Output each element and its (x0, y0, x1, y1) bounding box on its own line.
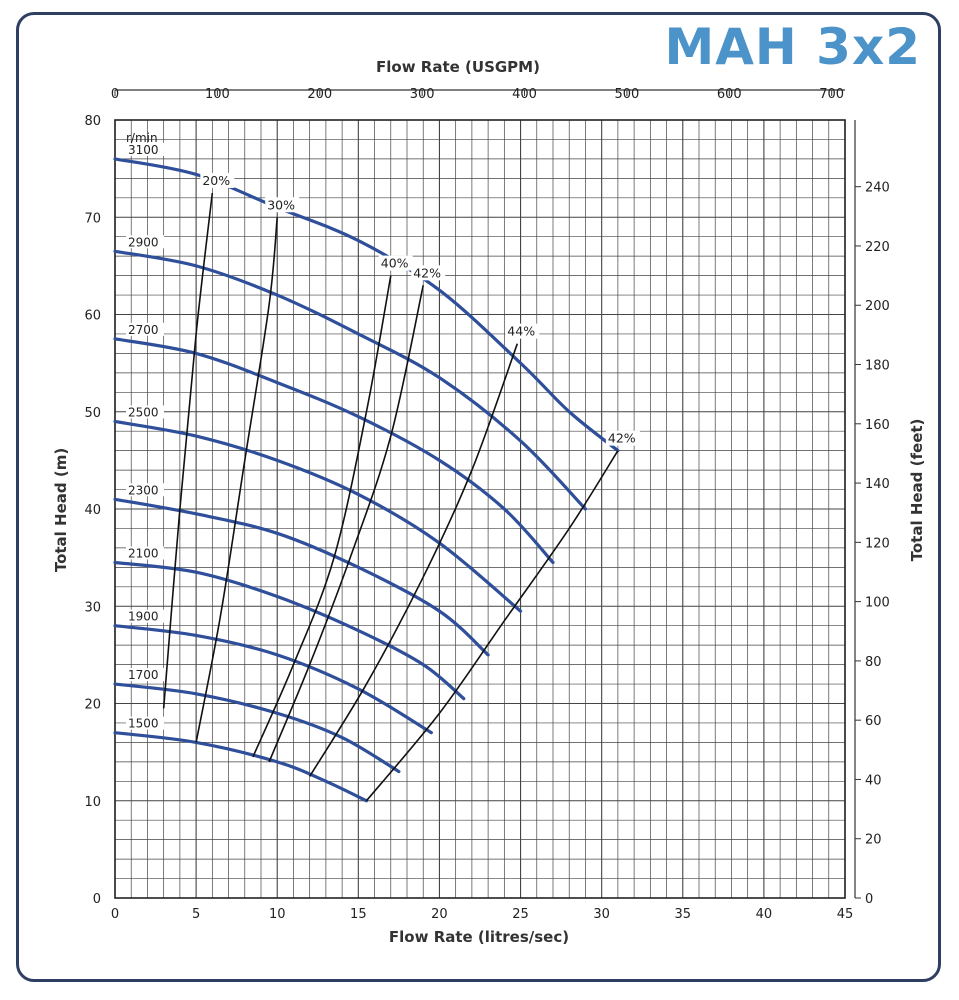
x-axis-title: Flow Rate (litres/sec) (389, 928, 569, 946)
y-tick-label: 60 (84, 309, 101, 324)
y-tick-label: 40 (84, 503, 101, 518)
speed-label-bg (126, 483, 164, 497)
y2-tick-label: 0 (865, 892, 873, 907)
speed-label-1900: 1900 (128, 610, 159, 624)
speed-curves (113, 157, 620, 803)
y-tick-label: 30 (84, 600, 101, 615)
speed-label-bg (126, 609, 164, 623)
efficiency-label: 42% (608, 431, 636, 446)
y2-tick-label: 60 (865, 714, 882, 729)
speed-curve-2500 (113, 419, 523, 613)
efficiency-lines (162, 192, 619, 802)
y-tick-label: 50 (84, 406, 101, 421)
speed-label-2500: 2500 (128, 405, 159, 419)
brand-title: MAH 3x2 (664, 18, 921, 76)
speed-unit-label: r/min (126, 131, 158, 145)
x-tick-label: 15 (350, 907, 367, 922)
efficiency-label-bg (200, 172, 235, 188)
speed-curve-2900 (113, 249, 588, 511)
y2-tick-label: 180 (865, 359, 890, 374)
speed-curve-2300 (113, 497, 490, 657)
y-tick-label: 20 (84, 698, 101, 713)
x-tick-label: 35 (675, 907, 692, 922)
efficiency-line-2 (252, 275, 392, 758)
grid (114, 119, 846, 899)
x2-axis-title: Flow Rate (USGPM) (376, 58, 540, 76)
x2-tick-label: 0 (111, 87, 119, 102)
x-tick-label: 10 (269, 907, 286, 922)
speed-label-3100: 3100 (128, 143, 159, 157)
y2-tick-label: 100 (865, 596, 890, 611)
speed-curve-3100 (113, 157, 620, 453)
x2-tick-label: 100 (205, 87, 230, 102)
speed-label-bg (126, 142, 164, 156)
efficiency-label: 42% (413, 265, 441, 280)
efficiency-label: 20% (202, 173, 230, 188)
speed-curve-1500 (113, 731, 369, 803)
speed-label-2100: 2100 (128, 546, 159, 560)
x-tick-label: 25 (512, 907, 529, 922)
speed-label-1700: 1700 (128, 668, 159, 682)
efficiency-line-1 (195, 217, 279, 743)
speed-label-bg (126, 668, 164, 682)
efficiency-line-3 (268, 285, 425, 763)
x-tick-label: 0 (111, 907, 119, 922)
y2-tick-label: 160 (865, 418, 890, 433)
x-tick-label: 45 (837, 907, 854, 922)
y2-tick-label: 80 (865, 655, 882, 670)
efficiency-line-4 (308, 343, 519, 777)
y-tick-label: 70 (84, 211, 101, 226)
x2-tick-label: 500 (615, 87, 640, 102)
x2-tick-label: 700 (819, 87, 844, 102)
y2-tick-label: 120 (865, 536, 890, 551)
efficiency-label-bg (265, 197, 300, 213)
y-tick-label: 10 (84, 795, 101, 810)
speed-label-bg (126, 322, 164, 336)
speed-label-bg (126, 716, 164, 730)
x2-tick-label: 300 (410, 87, 435, 102)
efficiency-line-5 (365, 450, 619, 802)
y2-tick-label: 20 (865, 833, 882, 848)
speed-label-2300: 2300 (128, 483, 159, 497)
speed-label-bg (126, 235, 164, 249)
y2-tick-label: 40 (865, 773, 882, 788)
speed-label-1500: 1500 (128, 717, 159, 731)
y2-tick-label: 240 (865, 181, 890, 196)
y2-tick-label: 220 (865, 240, 890, 255)
curve-labels: 3100 2900 2700 2500 2300 2100 1900 1700 1500 20% 3… (126, 142, 640, 731)
x-tick-label: 20 (431, 907, 448, 922)
speed-label-bg (126, 546, 164, 560)
efficiency-label: 30% (267, 197, 295, 212)
speed-label-2700: 2700 (128, 323, 159, 337)
x-tick-label: 5 (192, 907, 200, 922)
speed-curve-1700 (113, 682, 401, 774)
speed-curve-2100 (113, 560, 466, 701)
y2-tick-label: 140 (865, 477, 890, 492)
y2-axis-title: Total Head (feet) (908, 419, 926, 562)
y2-tick-label: 200 (865, 299, 890, 314)
y-axis-title: Total Head (m) (52, 448, 70, 572)
efficiency-label-bg (605, 430, 640, 446)
efficiency-label-bg (411, 265, 446, 281)
speed-curve-2700 (113, 337, 555, 565)
speed-label-2900: 2900 (128, 235, 159, 249)
efficiency-line-0 (162, 192, 214, 709)
efficiency-label: 40% (381, 256, 409, 271)
tick-labels: 0 5 10 15 20 25 30 35 40 45 0 10 20 30 40 50 60 70 80 0 100 2… (84, 87, 889, 922)
x-tick-label: 40 (756, 907, 773, 922)
efficiency-label-bg (378, 255, 413, 271)
efficiency-label: 44% (507, 324, 535, 339)
x2-tick-label: 400 (512, 87, 537, 102)
speed-label-bg (126, 405, 164, 419)
y-tick-label: 80 (84, 114, 101, 129)
x2-tick-label: 200 (307, 87, 332, 102)
plot-border (114, 119, 846, 899)
x2-tick-label: 600 (717, 87, 742, 102)
y-tick-label: 0 (93, 892, 101, 907)
efficiency-label-bg (505, 323, 540, 339)
x-tick-label: 30 (593, 907, 610, 922)
